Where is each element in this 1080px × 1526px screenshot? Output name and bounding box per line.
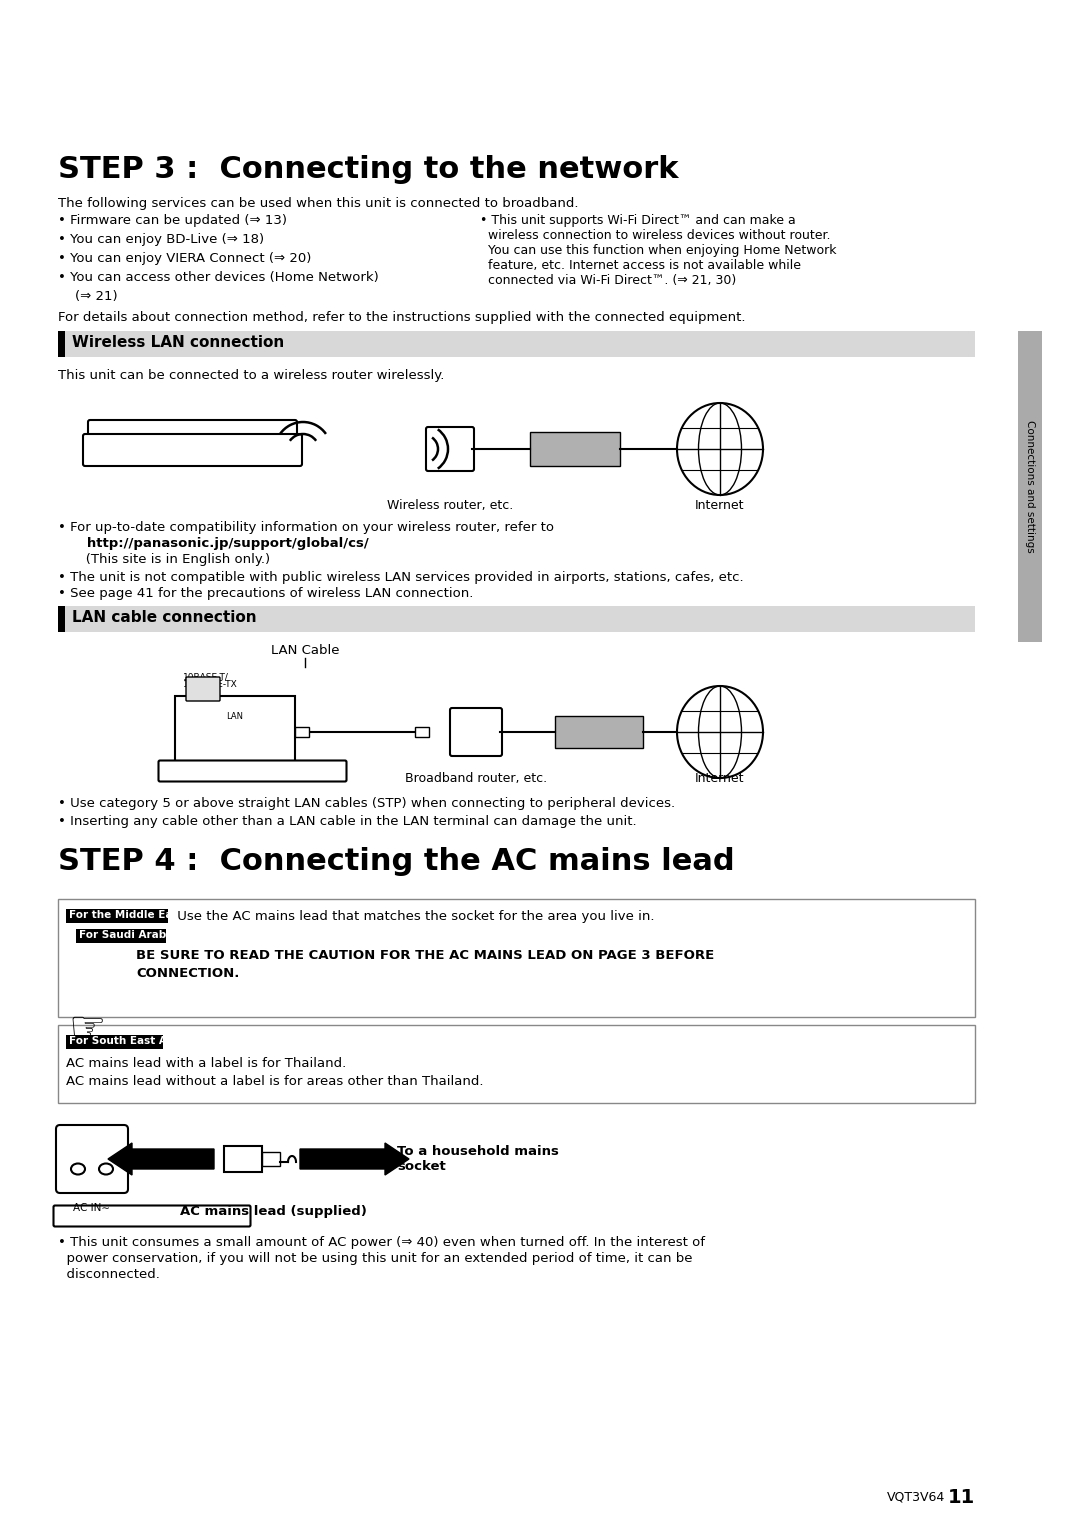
Ellipse shape <box>71 1163 85 1175</box>
Text: Connections and settings: Connections and settings <box>1025 420 1035 552</box>
Text: For Saudi Arabia: For Saudi Arabia <box>79 929 177 940</box>
Text: feature, etc. Internet access is not available while: feature, etc. Internet access is not ava… <box>480 259 801 272</box>
Text: • Inserting any cable other than a LAN cable in the LAN terminal can damage the : • Inserting any cable other than a LAN c… <box>58 815 636 829</box>
Bar <box>224 1146 262 1172</box>
Text: • You can enjoy VIERA Connect (⇒ 20): • You can enjoy VIERA Connect (⇒ 20) <box>58 252 311 266</box>
Text: 100BASE-TX: 100BASE-TX <box>183 681 238 690</box>
Text: 10BASE-T/: 10BASE-T/ <box>183 671 229 681</box>
FancyBboxPatch shape <box>186 678 220 700</box>
Bar <box>76 929 166 943</box>
Text: STEP 4 :  Connecting the AC mains lead: STEP 4 : Connecting the AC mains lead <box>58 847 734 876</box>
FancyArrow shape <box>300 1143 409 1175</box>
Text: To a household mains
socket: To a household mains socket <box>397 1144 558 1173</box>
Bar <box>58 899 975 1016</box>
Text: You can use this function when enjoying Home Network: You can use this function when enjoying … <box>480 244 837 256</box>
FancyBboxPatch shape <box>426 427 474 472</box>
Text: connected via Wi-Fi Direct™. (⇒ 21, 30): connected via Wi-Fi Direct™. (⇒ 21, 30) <box>480 275 737 287</box>
Text: • This unit supports Wi-Fi Direct™ and can make a: • This unit supports Wi-Fi Direct™ and c… <box>480 214 796 227</box>
Text: AC mains lead with a label is for Thailand.: AC mains lead with a label is for Thaila… <box>66 1058 347 1070</box>
Text: • You can access other devices (Home Network): • You can access other devices (Home Net… <box>58 272 379 284</box>
Text: The following services can be used when this unit is connected to broadband.: The following services can be used when … <box>58 197 579 211</box>
Text: For South East Asia: For South East Asia <box>69 1036 184 1045</box>
Bar <box>415 726 429 737</box>
Bar <box>1018 331 1042 642</box>
Text: • Use category 5 or above straight LAN cables (STP) when connecting to periphera: • Use category 5 or above straight LAN c… <box>58 797 675 810</box>
Text: AC mains lead (supplied): AC mains lead (supplied) <box>179 1206 366 1218</box>
Text: • This unit consumes a small amount of AC power (⇒ 40) even when turned off. In : • This unit consumes a small amount of A… <box>58 1236 705 1248</box>
Ellipse shape <box>99 1163 113 1175</box>
Text: AC IN∼: AC IN∼ <box>73 1202 110 1213</box>
Text: • See page 41 for the precautions of wireless LAN connection.: • See page 41 for the precautions of wir… <box>58 588 473 600</box>
Text: http://panasonic.jp/support/global/cs/: http://panasonic.jp/support/global/cs/ <box>73 537 368 549</box>
FancyArrow shape <box>108 1143 214 1175</box>
Text: 11: 11 <box>948 1488 975 1508</box>
Text: (This site is in English only.): (This site is in English only.) <box>73 552 270 566</box>
FancyBboxPatch shape <box>54 1206 251 1227</box>
Bar <box>58 606 975 632</box>
Bar <box>66 1035 163 1048</box>
Text: LAN cable connection: LAN cable connection <box>72 610 257 626</box>
Text: CONNECTION.: CONNECTION. <box>136 967 240 980</box>
FancyBboxPatch shape <box>56 1125 129 1193</box>
Text: Internet: Internet <box>696 772 745 784</box>
FancyBboxPatch shape <box>159 760 347 781</box>
Text: BE SURE TO READ THE CAUTION FOR THE AC MAINS LEAD ON PAGE 3 BEFORE: BE SURE TO READ THE CAUTION FOR THE AC M… <box>136 949 714 961</box>
Text: • Firmware can be updated (⇒ 13): • Firmware can be updated (⇒ 13) <box>58 214 287 227</box>
Ellipse shape <box>677 687 762 778</box>
Text: LAN Cable: LAN Cable <box>271 644 339 658</box>
Bar <box>175 696 295 765</box>
Text: Wireless LAN connection: Wireless LAN connection <box>72 336 284 349</box>
Text: Use the AC mains lead that matches the socket for the area you live in.: Use the AC mains lead that matches the s… <box>173 909 654 923</box>
Bar <box>530 432 620 465</box>
Text: (⇒ 21): (⇒ 21) <box>58 290 118 304</box>
Text: VQT3V64: VQT3V64 <box>887 1489 945 1503</box>
Text: power conservation, if you will not be using this unit for an extended period of: power conservation, if you will not be u… <box>58 1251 692 1265</box>
Bar <box>555 716 643 748</box>
Bar <box>262 1152 280 1166</box>
Text: Broadband router, etc.: Broadband router, etc. <box>405 772 548 784</box>
FancyBboxPatch shape <box>83 433 302 465</box>
Ellipse shape <box>677 403 762 494</box>
Text: AC mains lead without a label is for areas other than Thailand.: AC mains lead without a label is for are… <box>66 1074 484 1088</box>
Bar <box>66 909 168 923</box>
Bar <box>58 1025 975 1103</box>
FancyBboxPatch shape <box>450 708 502 755</box>
Bar <box>58 331 65 357</box>
Text: • For up-to-date compatibility information on your wireless router, refer to: • For up-to-date compatibility informati… <box>58 520 554 534</box>
Text: wireless connection to wireless devices without router.: wireless connection to wireless devices … <box>480 229 831 243</box>
Bar <box>295 726 309 737</box>
Text: disconnected.: disconnected. <box>58 1268 160 1280</box>
Bar <box>58 331 975 357</box>
Text: ☞: ☞ <box>68 1007 106 1048</box>
Bar <box>58 606 65 632</box>
Text: For details about connection method, refer to the instructions supplied with the: For details about connection method, ref… <box>58 311 745 324</box>
Text: STEP 3 :  Connecting to the network: STEP 3 : Connecting to the network <box>58 156 678 185</box>
Text: • You can enjoy BD-Live (⇒ 18): • You can enjoy BD-Live (⇒ 18) <box>58 233 265 246</box>
Text: For the Middle East: For the Middle East <box>69 909 184 920</box>
Text: Wireless router, etc.: Wireless router, etc. <box>387 499 513 513</box>
Text: This unit can be connected to a wireless router wirelessly.: This unit can be connected to a wireless… <box>58 369 444 382</box>
Text: Internet: Internet <box>696 499 745 513</box>
FancyBboxPatch shape <box>87 420 297 438</box>
Text: • The unit is not compatible with public wireless LAN services provided in airpo: • The unit is not compatible with public… <box>58 571 744 584</box>
Text: LAN: LAN <box>227 713 243 720</box>
